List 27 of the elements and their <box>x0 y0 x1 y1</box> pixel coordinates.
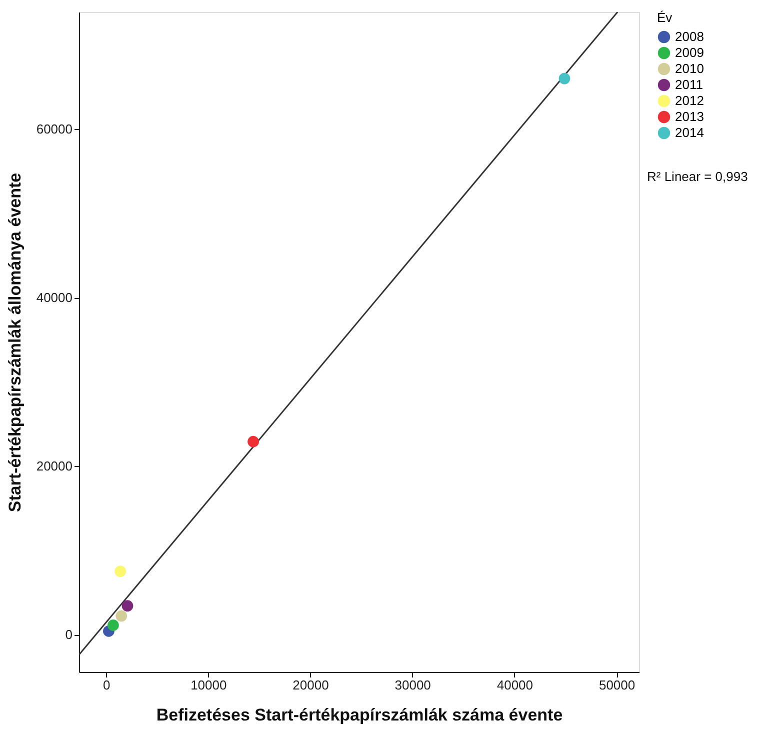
legend-label: 2012 <box>675 93 704 108</box>
legend-label: 2008 <box>675 29 704 44</box>
point <box>122 600 134 612</box>
y-tick-label: 40000 <box>36 290 72 306</box>
point <box>248 436 259 448</box>
x-tick-label: 20000 <box>292 678 329 692</box>
legend-label: 2014 <box>675 125 704 140</box>
legend-label: 2010 <box>675 61 704 76</box>
point <box>558 72 570 84</box>
x-tick-label: 50000 <box>598 678 636 692</box>
y-tick-label: 60000 <box>36 122 72 137</box>
legend-title: Év <box>657 10 673 25</box>
text: R² Linear = 0,993 <box>647 169 748 184</box>
y-tick-label: 20000 <box>36 458 72 474</box>
x-axis-title: Befizetéses Start-értékpapírszámlák száma évente <box>156 706 563 724</box>
x-tick-label: 30000 <box>394 678 431 692</box>
y-axis-title: Start-értékpapírszámlák állománya évente <box>5 172 24 512</box>
legend-label: 2013 <box>675 109 704 124</box>
x-tick-label: 10000 <box>190 678 227 692</box>
legend-label: 2009 <box>675 45 704 60</box>
y-tick-label: 0 <box>65 627 72 642</box>
point <box>108 620 119 631</box>
point <box>114 566 126 578</box>
point <box>116 610 128 622</box>
x-tick-label: 0 <box>102 678 110 692</box>
legend-label: 2011 <box>675 77 703 92</box>
x-tick-label: 40000 <box>496 678 534 692</box>
